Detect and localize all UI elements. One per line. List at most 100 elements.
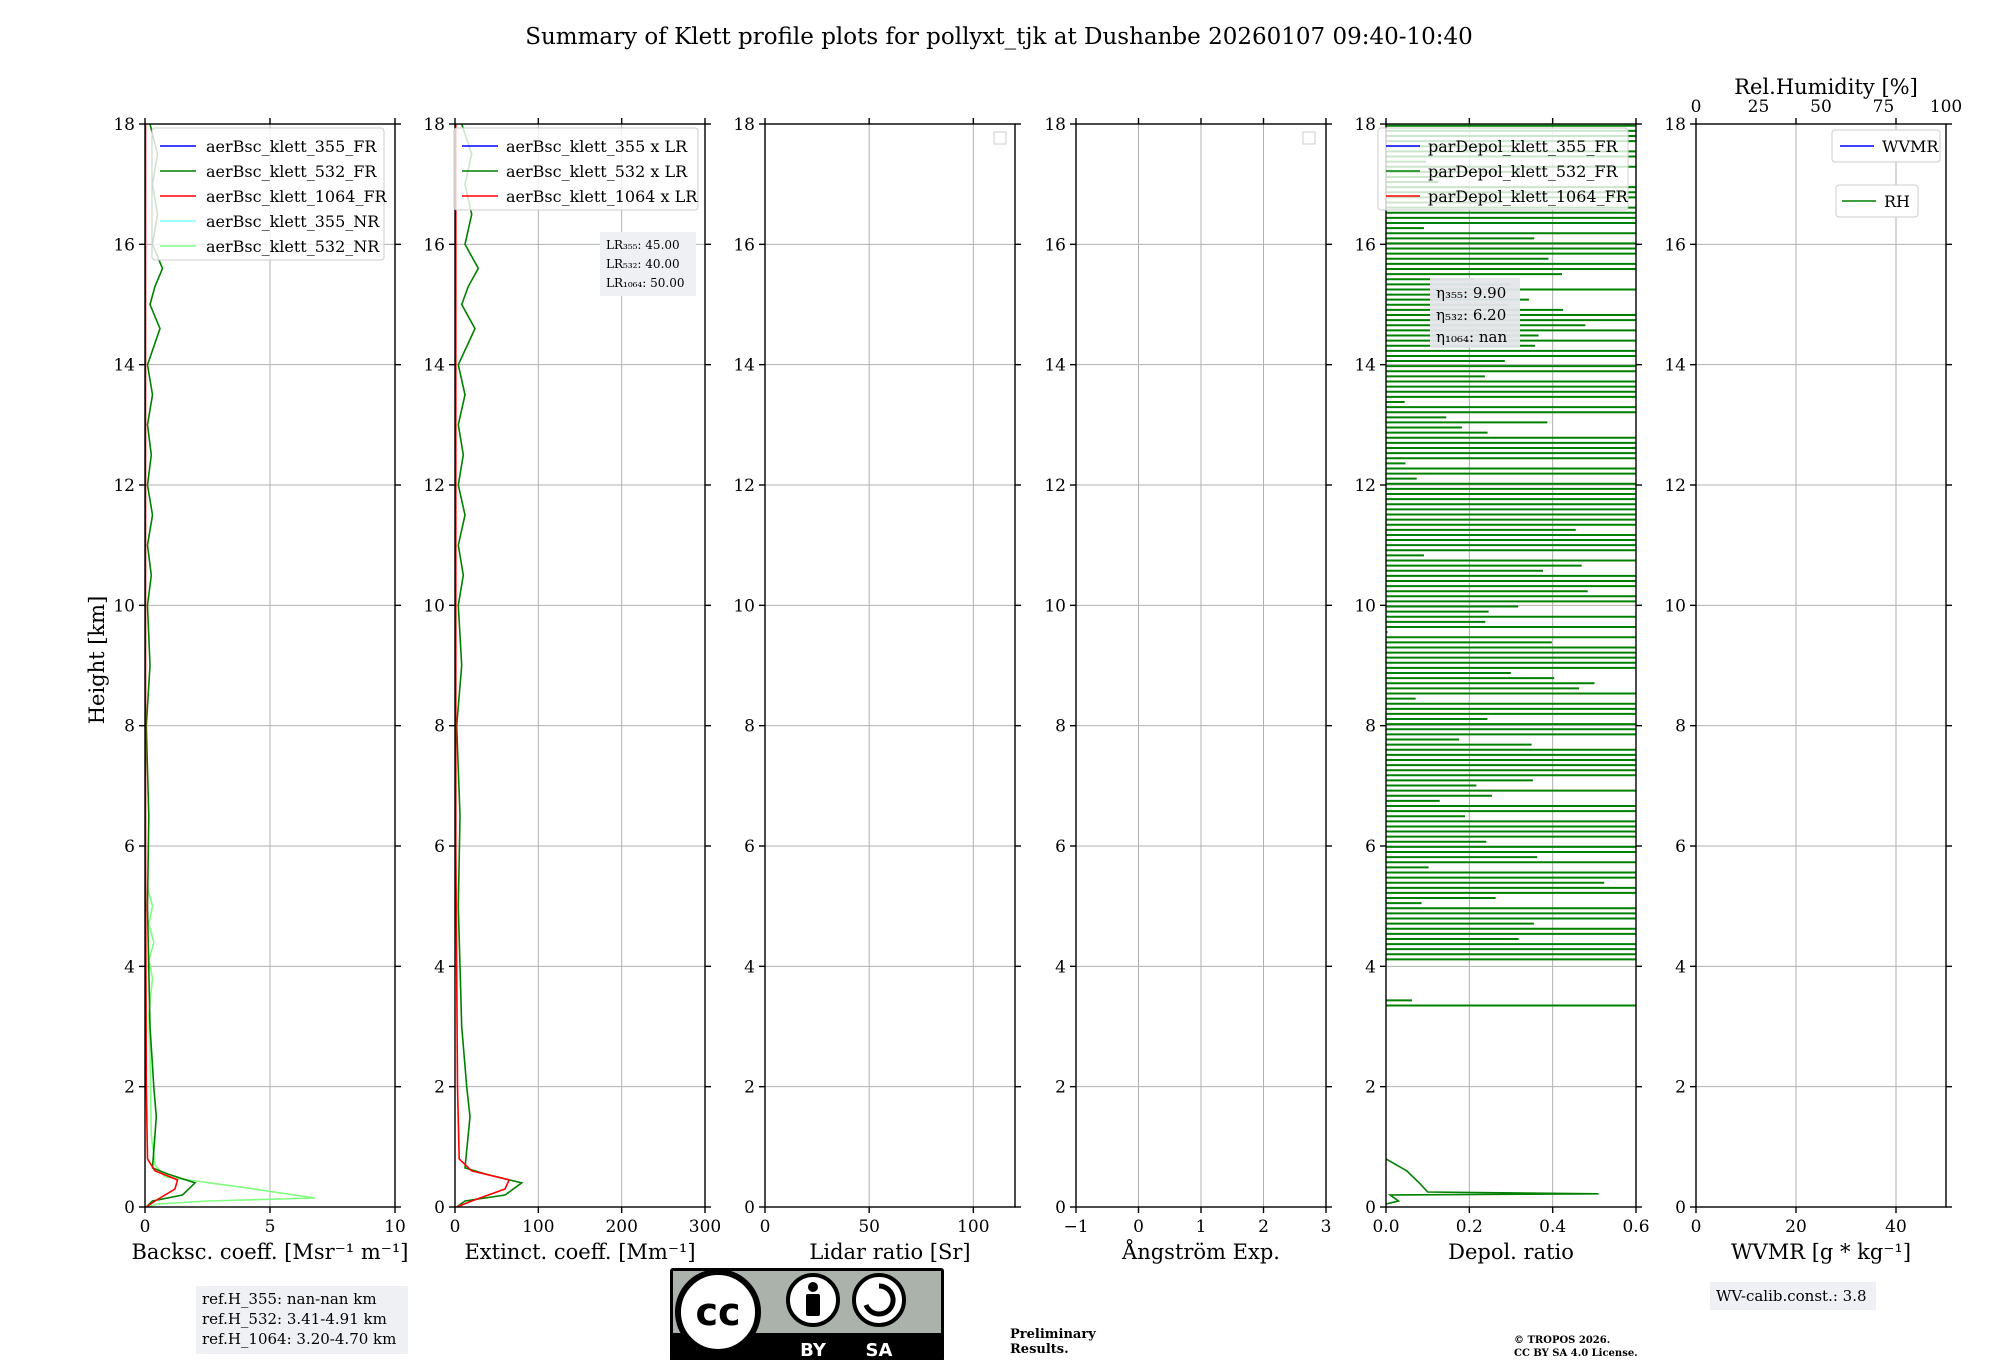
y-tick-label: 18 [113,115,135,135]
x-tick-label: 0 [1691,1217,1702,1237]
legend-box [1377,127,1629,211]
legend-box [453,127,699,211]
x-tick-label: 300 [689,1217,721,1237]
eta-label: η₅₃₂: 6.20 [1436,306,1506,324]
y-tick-label: 6 [1055,837,1066,857]
eta-label: η₃₅₅: 9.90 [1436,284,1506,302]
y-tick-label: 0 [1675,1198,1686,1218]
top-tick-label: 100 [1930,97,1962,117]
plot-frame [1695,123,1947,1208]
y-tick-label: 10 [733,596,755,616]
plot-frame [764,123,1016,1208]
preliminary-text: Results. [1010,1342,1069,1357]
y-tick-label: 8 [1675,717,1686,737]
y-axis-label: Height [km] [85,596,109,725]
series-line-aerBsc_klett_1064 x LR [454,124,511,1208]
legend-entry: parDepol_klett_355_FR [1428,137,1619,156]
y-tick-label: 10 [1664,596,1686,616]
lr-label: LR₃₅₅: 45.00 [606,238,680,252]
y-tick-label: 0 [1055,1198,1066,1218]
lr-box-bg [600,232,696,296]
legend-entry: parDepol_klett_1064_FR [1428,187,1629,206]
y-tick-label: 0 [124,1198,135,1218]
x-axis-label: WVMR [g * kg⁻¹] [1731,1240,1911,1264]
series-line-aerBsc_klett_532_FR [145,123,197,1208]
empty-legend-lidar-ratio [993,131,1007,145]
cc-by-label: BY [800,1340,827,1360]
legend-box [1831,129,1941,163]
copyright-text: CC BY SA 4.0 License. [1514,1348,1638,1359]
x-tick-label: 0 [1133,1217,1144,1237]
y-tick-label: 6 [744,837,755,857]
figure-title: Summary of Klett profile plots for polly… [525,24,1473,50]
x-axis-label: Backsc. coeff. [Msr⁻¹ m⁻¹] [132,1240,409,1264]
y-tick-label: 12 [1044,476,1066,496]
wv-calib-bg [1710,1282,1876,1310]
ref-height: ref.H_1064: 3.20-4.70 km [202,1330,396,1348]
series-line-aerBsc_klett_532 x LR [455,123,524,1208]
series-line-parDepol_klett_532_FR [1385,1158,1599,1205]
y-tick-label: 6 [124,837,135,857]
empty-legend-angstrom [1302,131,1316,145]
y-tick-label: 8 [1365,717,1376,737]
x-axis-label: Extinct. coeff. [Mm⁻¹] [464,1240,695,1264]
y-tick-label: 2 [124,1078,135,1098]
y-tick-label: 4 [744,957,755,977]
x-tick-label: 20 [1785,1217,1807,1237]
y-tick-label: 14 [423,356,445,376]
x-tick-label: 200 [605,1217,637,1237]
x-tick-label: 0 [140,1217,151,1237]
legend-entry: aerBsc_klett_532 x LR [506,162,688,181]
top-tick-label: 75 [1873,97,1895,117]
y-tick-label: 12 [733,476,755,496]
by-person-head [808,1282,818,1292]
y-tick-label: 2 [1055,1078,1066,1098]
y-tick-label: 14 [733,356,755,376]
legend-entry: aerBsc_klett_355_NR [206,212,380,231]
y-tick-label: 2 [1365,1078,1376,1098]
y-tick-label: 18 [733,115,755,135]
legend-backscatter: aerBsc_klett_355_FR aerBsc_klett_532_FR … [151,127,388,261]
x-tick-label: 0 [450,1217,461,1237]
y-tick-label: 14 [1044,356,1066,376]
y-tick-label: 14 [113,356,135,376]
legend-depol: parDepol_klett_355_FR parDepol_klett_532… [1377,127,1629,211]
x-tick-label: 40 [1885,1217,1907,1237]
legend-entry: aerBsc_klett_355 x LR [506,137,688,156]
x-tick-label: 10 [384,1217,406,1237]
x-tick-label: 0.2 [1456,1217,1483,1237]
y-tick-label: 4 [124,957,135,977]
legend-entry: aerBsc_klett_355_FR [206,137,377,156]
series-line-aerBsc_klett_1064_FR [144,124,179,1208]
y-tick-label: 18 [1354,115,1376,135]
y-tick-label: 16 [1044,235,1066,255]
plot-frame [454,123,706,1208]
legend-box [1835,184,1919,218]
y-tick-label: 10 [1354,596,1376,616]
x-tick-label: −1 [1063,1217,1088,1237]
legend-entry: aerBsc_klett_532_NR [206,237,380,256]
plot-frame [1385,123,1637,1208]
x-tick-label: 2 [1258,1217,1269,1237]
top-tick-label: 25 [1748,97,1770,117]
wv-calib-text: WV-calib.const.: 3.8 [1716,1287,1867,1305]
y-tick-label: 12 [113,476,135,496]
y-tick-label: 16 [423,235,445,255]
y-tick-label: 16 [733,235,755,255]
legend-extinction: aerBsc_klett_355 x LR aerBsc_klett_532 x… [453,127,699,211]
y-tick-label: 12 [1664,476,1686,496]
y-tick-label: 8 [434,717,445,737]
x-tick-label: 0.4 [1539,1217,1566,1237]
top-tick-label: 0 [1691,97,1702,117]
x-tick-label: 0.0 [1372,1217,1399,1237]
x-tick-label: 3 [1321,1217,1332,1237]
y-tick-label: 16 [1354,235,1376,255]
eta-label: η₁₀₆₄: nan [1436,328,1507,346]
y-tick-label: 4 [1055,957,1066,977]
rh-axis-label: Rel.Humidity [%] [1734,75,1918,99]
legend-entry: WVMR [1882,137,1939,156]
y-tick-label: 0 [1365,1198,1376,1218]
x-tick-label: 1 [1196,1217,1207,1237]
lidar-ratio-box: LR₃₅₅: 45.00 LR₅₃₂: 40.00 LR₁₀₆₄: 50.00 [600,232,696,296]
